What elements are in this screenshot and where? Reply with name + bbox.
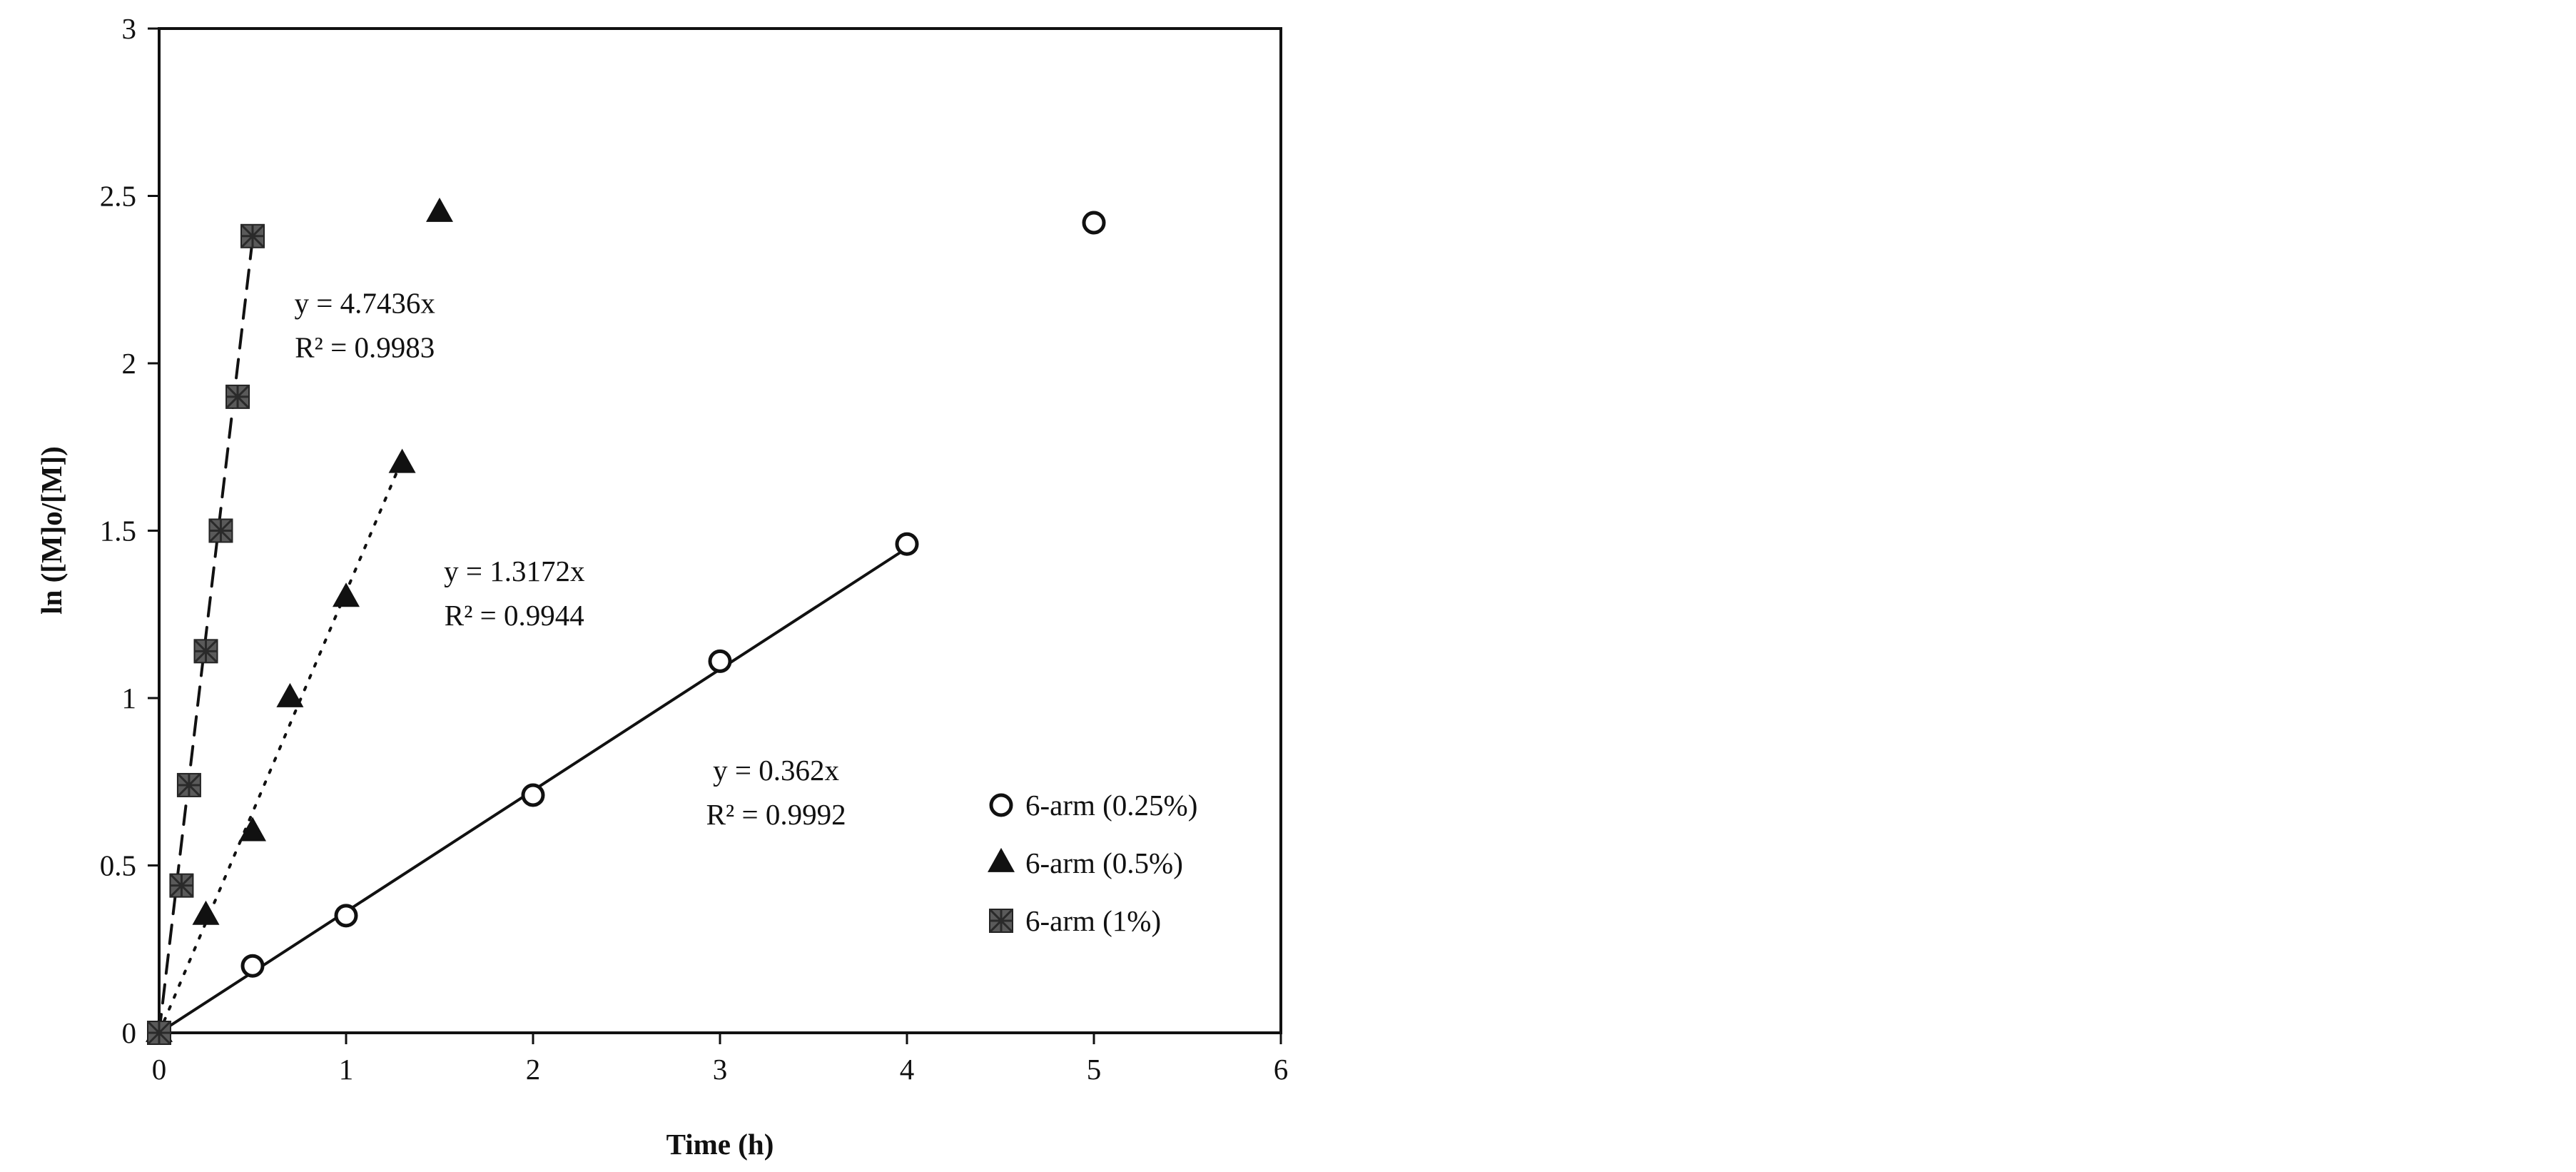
x-tick-label: 4	[900, 1053, 915, 1086]
y-tick-label: 0	[122, 1016, 137, 1049]
fit-equation: y = 0.362x	[713, 754, 839, 787]
y-tick-label: 2.5	[100, 180, 136, 213]
legend-label: 6-arm (0.25%)	[1025, 789, 1197, 822]
fit-equation: y = 4.7436x	[295, 287, 435, 320]
x-tick-label: 0	[152, 1053, 167, 1086]
x-axis-title: Time (h)	[666, 1128, 774, 1161]
legend-label: 6-arm (1%)	[1025, 904, 1161, 937]
data-points	[146, 197, 1106, 1046]
data-point	[708, 649, 732, 673]
fit-equations: y = 0.362x R² = 0.9992 y = 1.3172x R² = 0.9…	[295, 287, 846, 831]
data-point	[895, 532, 919, 556]
data-point	[225, 384, 250, 409]
fit-r-squared: R² = 0.9992	[706, 798, 846, 831]
x-tick-label: 6	[1274, 1053, 1289, 1086]
trend-lines	[158, 237, 908, 1034]
square-marker-texture	[193, 639, 218, 664]
data-point	[426, 197, 453, 222]
square-marker-texture	[146, 1020, 172, 1046]
legend-marker	[989, 793, 1013, 817]
data-point	[239, 817, 266, 842]
fit-r-squared: R² = 0.9944	[445, 599, 584, 632]
legend-marker	[988, 908, 1014, 934]
data-point	[521, 783, 545, 807]
x-tick-label: 3	[713, 1053, 728, 1086]
y-tick-label: 1	[122, 682, 137, 714]
data-point	[333, 582, 360, 607]
trend-line	[158, 458, 404, 1034]
data-point	[146, 1020, 172, 1046]
square-marker-texture	[176, 772, 201, 798]
data-point	[1082, 211, 1106, 235]
y-axis-title: ln ([M]o/[M])	[35, 446, 68, 615]
data-point	[276, 682, 304, 707]
data-point	[388, 448, 416, 473]
fit-r-squared: R² = 0.9983	[295, 331, 435, 364]
legend-marker	[988, 847, 1015, 872]
y-tick-label: 0.5	[100, 849, 136, 882]
legend: 6-arm (0.25%) 6-arm (0.5%) 6-arm (1%)	[988, 789, 1197, 937]
plot-frame	[158, 27, 1282, 1034]
x-tick-label: 2	[526, 1053, 541, 1086]
axis-ticks: 0 1 2 3 4 5 6 0 0.5 1 1.5 2 2.5 3	[100, 12, 1289, 1086]
square-marker-texture	[208, 518, 233, 543]
x-tick-label: 1	[339, 1053, 354, 1086]
x-tick-label: 5	[1087, 1053, 1102, 1086]
data-point	[334, 904, 358, 928]
data-point	[240, 223, 265, 248]
trend-line	[158, 237, 254, 1034]
square-marker-texture	[225, 384, 250, 409]
data-point	[176, 772, 201, 798]
y-tick-label: 3	[122, 12, 137, 45]
data-point	[208, 518, 233, 543]
data-point	[193, 639, 218, 664]
data-point	[192, 900, 220, 925]
y-tick-label: 1.5	[100, 515, 136, 547]
y-tick-label: 2	[122, 347, 137, 380]
square-marker-texture	[169, 873, 194, 898]
square-marker-texture	[240, 223, 265, 248]
square-marker-texture	[988, 908, 1014, 934]
legend-label: 6-arm (0.5%)	[1025, 847, 1183, 879]
data-point	[240, 954, 265, 978]
fit-equation: y = 1.3172x	[444, 555, 584, 587]
data-point	[169, 873, 194, 898]
